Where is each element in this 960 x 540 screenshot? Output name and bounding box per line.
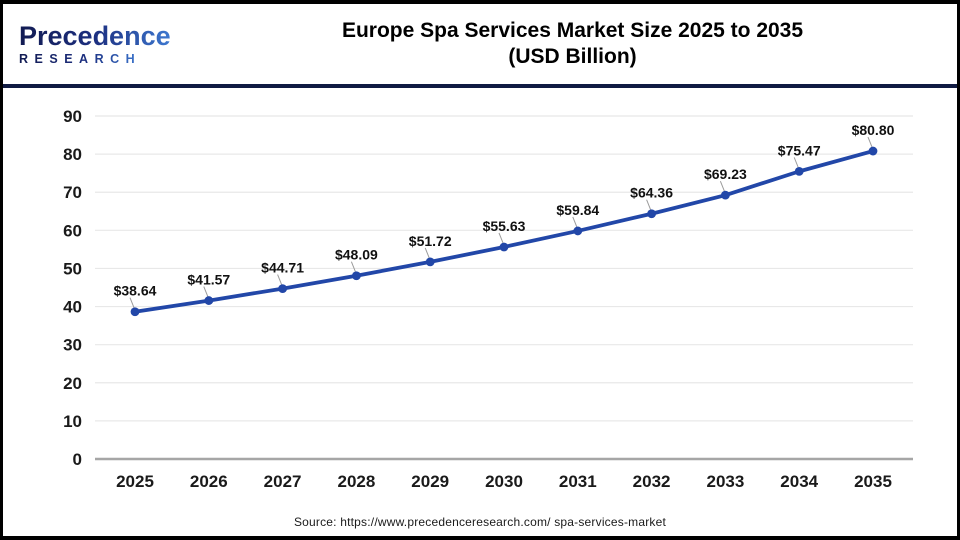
svg-text:90: 90 xyxy=(63,107,82,126)
svg-text:2025: 2025 xyxy=(116,472,154,491)
svg-text:2031: 2031 xyxy=(559,472,597,491)
svg-text:2029: 2029 xyxy=(411,472,449,491)
svg-text:$75.47: $75.47 xyxy=(778,142,821,158)
brand-logo: Precedence RESEARCH xyxy=(3,20,214,67)
svg-text:2034: 2034 xyxy=(780,472,818,491)
svg-text:0: 0 xyxy=(73,450,82,469)
svg-text:60: 60 xyxy=(63,221,82,240)
svg-text:$80.80: $80.80 xyxy=(852,122,895,138)
svg-text:$69.23: $69.23 xyxy=(704,166,747,182)
svg-text:$55.63: $55.63 xyxy=(483,218,526,234)
svg-text:$48.09: $48.09 xyxy=(335,247,378,263)
svg-text:50: 50 xyxy=(63,259,82,278)
chart-canvas: $38.64 $41.57 $44.71 $48.09 $51.72 $55.63 $59.… xyxy=(63,107,913,491)
svg-text:2028: 2028 xyxy=(337,472,375,491)
gridlines xyxy=(95,115,913,461)
line-chart: $38.64 $41.57 $44.71 $48.09 $51.72 $55.63 $59.… xyxy=(3,88,957,512)
svg-text:$59.84: $59.84 xyxy=(556,202,599,218)
svg-text:$38.64: $38.64 xyxy=(114,283,157,299)
chart-area: $38.64 $41.57 $44.71 $48.09 $51.72 $55.63 $59.… xyxy=(3,88,957,536)
svg-text:20: 20 xyxy=(63,374,82,393)
svg-text:30: 30 xyxy=(63,336,82,355)
svg-text:10: 10 xyxy=(63,412,82,431)
svg-text:$51.72: $51.72 xyxy=(409,233,452,249)
header: Precedence RESEARCH Europe Spa Services … xyxy=(3,4,957,88)
x-axis-labels: 2025 2026 2027 2028 2029 2030 2031 2032 2033 2034… xyxy=(116,472,892,491)
brand-name: Precedence xyxy=(19,20,171,51)
svg-text:$64.36: $64.36 xyxy=(630,185,673,201)
data-value-labels: $38.64 $41.57 $44.71 $48.09 $51.72 $55.63 $59.… xyxy=(114,122,895,299)
svg-text:2032: 2032 xyxy=(633,472,671,491)
chart-title-line1: Europe Spa Services Market Size 2025 to … xyxy=(341,18,804,42)
svg-text:$41.57: $41.57 xyxy=(187,272,230,288)
svg-text:2026: 2026 xyxy=(190,472,228,491)
svg-text:2035: 2035 xyxy=(854,472,892,491)
brand-subtitle: RESEARCH xyxy=(19,52,142,67)
svg-text:40: 40 xyxy=(63,298,82,317)
svg-text:2027: 2027 xyxy=(264,472,302,491)
source-citation: Source: https://www.precedenceresearch.c… xyxy=(293,515,667,529)
svg-text:80: 80 xyxy=(63,145,82,164)
svg-text:70: 70 xyxy=(63,183,82,202)
data-points xyxy=(130,146,878,317)
chart-title-line2: (USD Billion) xyxy=(508,45,637,68)
chart-title: Europe Spa Services Market Size 2025 to … xyxy=(214,18,957,71)
y-axis-labels: 0 10 20 30 40 50 60 70 80 90 xyxy=(63,107,82,469)
svg-text:2030: 2030 xyxy=(485,472,523,491)
svg-text:$44.71: $44.71 xyxy=(261,260,304,276)
svg-text:2033: 2033 xyxy=(706,472,744,491)
label-leader-lines xyxy=(129,136,873,308)
